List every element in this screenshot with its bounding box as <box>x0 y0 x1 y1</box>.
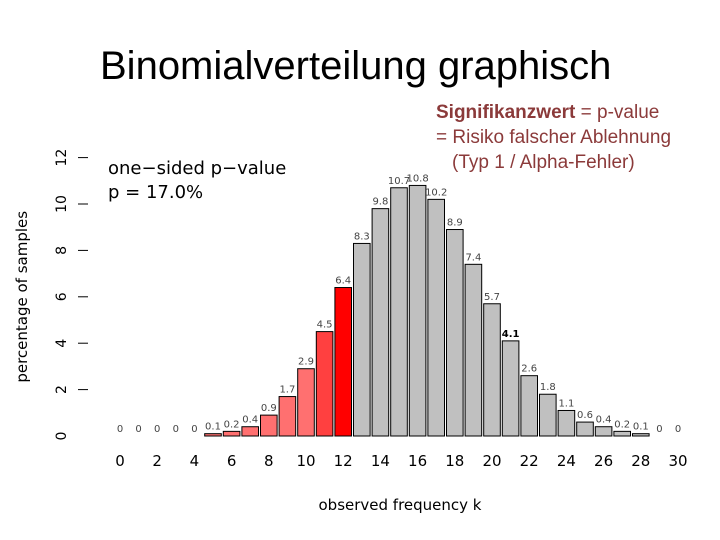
value-label-k-2: 0 <box>154 424 160 435</box>
bar-k-15 <box>390 187 408 437</box>
bar-k-16 <box>408 184 427 437</box>
bar-k-20 <box>483 303 501 437</box>
x-tick-label-18: 18 <box>445 452 464 470</box>
value-label-k-18: 8.9 <box>447 218 463 229</box>
value-label-k-7: 0.4 <box>242 415 258 426</box>
y-tick-label-0: 0 <box>54 432 70 441</box>
value-label-k-23: 1.8 <box>540 382 556 393</box>
value-label-k-11: 4.5 <box>317 320 333 331</box>
bar-k-12 <box>334 287 352 437</box>
value-label-k-24: 1.1 <box>558 398 574 409</box>
bar-k-14 <box>371 208 390 437</box>
bar-k-25 <box>576 421 594 437</box>
value-label-k-6: 0.2 <box>224 419 240 430</box>
x-axis-title: observed frequency k <box>319 496 482 514</box>
x-tick-label-22: 22 <box>520 452 539 470</box>
note-line-1-rest: = p-value <box>575 102 660 123</box>
bar-k-26 <box>594 426 613 437</box>
y-tick-label-6: 6 <box>54 292 70 301</box>
value-label-k-26: 0.4 <box>596 415 612 426</box>
x-tick-label-0: 0 <box>115 452 125 470</box>
value-label-k-5: 0.1 <box>205 422 221 433</box>
bar-k-28 <box>632 433 650 437</box>
note-line-2: = Risiko falscher Ablehnung <box>436 127 672 148</box>
bar-k-27 <box>613 430 632 437</box>
value-label-k-21: 4.1 <box>502 329 520 340</box>
bar-k-11 <box>315 331 334 437</box>
bar-k-17 <box>427 198 445 437</box>
x-tick-label-8: 8 <box>264 452 274 470</box>
x-tick-label-24: 24 <box>557 452 576 470</box>
value-label-k-20: 5.7 <box>484 292 500 303</box>
x-tick-label-30: 30 <box>668 452 687 470</box>
value-label-k-29: 0 <box>656 424 662 435</box>
y-axis-title: percentage of samples <box>13 211 31 383</box>
y-tick-label-12: 12 <box>54 149 70 167</box>
y-tick-label-8: 8 <box>54 246 70 255</box>
bar-k-23 <box>539 393 557 437</box>
x-tick-label-2: 2 <box>152 452 162 470</box>
value-label-k-15: 10.7 <box>388 176 410 187</box>
value-label-k-30: 0 <box>675 424 681 435</box>
value-label-k-28: 0.1 <box>633 422 649 433</box>
bar-k-10 <box>297 368 315 437</box>
bar-k-6 <box>222 430 241 437</box>
x-tick-label-10: 10 <box>296 452 315 470</box>
x-tick-label-28: 28 <box>631 452 650 470</box>
note-line-1: Signifikanzwert = p-value <box>436 100 671 125</box>
bar-k-5 <box>204 433 222 437</box>
value-label-k-1: 0 <box>135 424 141 435</box>
bar-k-22 <box>520 375 539 437</box>
bar-k-24 <box>557 409 576 437</box>
value-label-k-14: 9.8 <box>372 197 388 208</box>
x-tick-label-12: 12 <box>334 452 353 470</box>
y-tick-label-2: 2 <box>54 385 70 394</box>
value-label-k-13: 8.3 <box>354 231 370 242</box>
bar-k-13 <box>353 242 371 437</box>
bar-k-8 <box>260 414 278 437</box>
value-label-k-19: 7.4 <box>465 252 481 263</box>
significance-note: Signifikanzwert = p-value = Risiko falsc… <box>436 100 671 175</box>
bar-k-9 <box>278 396 297 437</box>
value-label-k-12: 6.4 <box>335 276 351 287</box>
bar-k-18 <box>446 229 464 437</box>
value-label-k-3: 0 <box>173 424 179 435</box>
x-tick-label-6: 6 <box>227 452 237 470</box>
bar-k-21 <box>501 340 520 437</box>
bar-k-7 <box>241 426 259 437</box>
y-tick-label-4: 4 <box>54 339 70 348</box>
value-label-k-4: 0 <box>191 424 197 435</box>
value-label-k-10: 2.9 <box>298 357 314 368</box>
value-label-k-25: 0.6 <box>577 410 593 421</box>
y-tick-label-10: 10 <box>54 195 70 213</box>
bar-k-19 <box>464 263 483 437</box>
x-tick-label-20: 20 <box>482 452 501 470</box>
note-term: Signifikanzwert <box>436 102 576 123</box>
p-value-annotation-line-2: p = 17.0% <box>108 182 203 203</box>
value-label-k-17: 10.2 <box>425 187 447 198</box>
value-label-k-16: 10.8 <box>406 173 428 184</box>
value-label-k-9: 1.7 <box>279 385 295 396</box>
x-tick-label-14: 14 <box>371 452 390 470</box>
value-label-k-22: 2.6 <box>521 364 537 375</box>
slide-title: Binomialverteilung graphisch <box>100 44 612 88</box>
value-label-k-27: 0.2 <box>614 419 630 430</box>
x-tick-label-16: 16 <box>408 452 427 470</box>
p-value-annotation-line-1: one−sided p−value <box>108 158 286 179</box>
x-tick-label-4: 4 <box>190 452 200 470</box>
value-label-k-8: 0.9 <box>261 403 277 414</box>
x-tick-label-26: 26 <box>594 452 613 470</box>
value-label-k-0: 0 <box>117 424 123 435</box>
note-line-3: (Typ 1 / Alpha-Fehler) <box>452 152 635 173</box>
